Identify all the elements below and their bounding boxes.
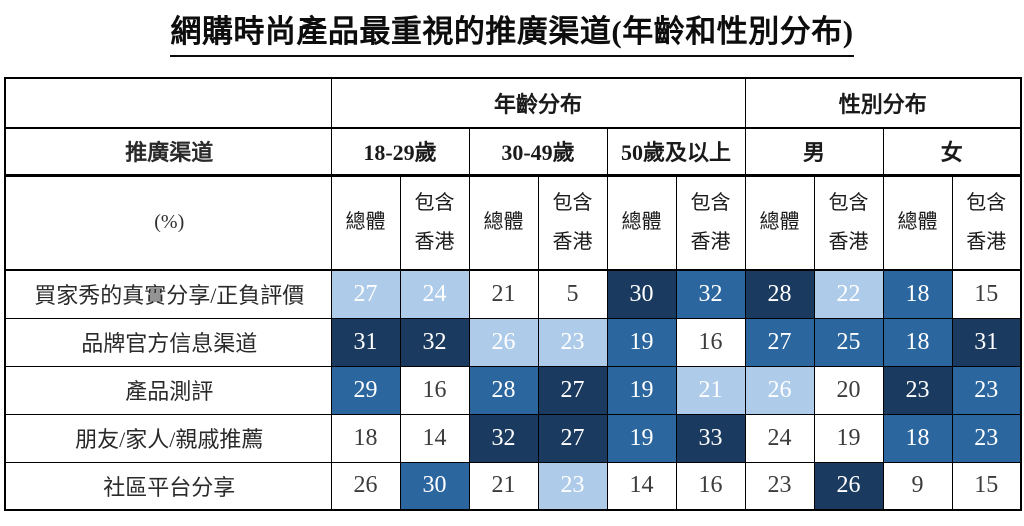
channel-column-header: 推廣渠道 xyxy=(4,127,332,177)
value-cell: 23 xyxy=(537,461,608,511)
value-cell: 19 xyxy=(606,365,677,415)
value-cell: 9 xyxy=(882,461,953,511)
age-group-header: 年齡分布 xyxy=(330,77,746,129)
value-cell: 19 xyxy=(606,413,677,463)
value-cell: 30 xyxy=(399,461,470,511)
value-cell: 16 xyxy=(675,317,746,367)
value-cell: 18 xyxy=(330,413,401,463)
value-cell: 18 xyxy=(882,317,953,367)
value-cell: 28 xyxy=(468,365,539,415)
incl-hk-label: 包含 香港 xyxy=(690,191,731,253)
value-cell: 27 xyxy=(330,269,401,319)
value-cell: 30 xyxy=(606,269,677,319)
col-header-incl-hk-2: 包含 香港 xyxy=(675,174,746,271)
title-area: 網購時尚產品最重視的推廣渠道(年齡和性別分布) xyxy=(0,0,1024,77)
table-row: 產品測評 29 16 28 27 19 21 26 20 23 23 xyxy=(4,365,1022,415)
value-cell: 16 xyxy=(399,365,470,415)
value-cell: 23 xyxy=(882,365,953,415)
table-row: 品牌官方信息渠道 31 32 26 23 19 16 27 25 18 31 xyxy=(4,317,1022,367)
value-cell: 19 xyxy=(606,317,677,367)
promotion-channel-table: 年齡分布 性別分布 推廣渠道 18-29歲 30-49歲 50歲及以上 男 女 … xyxy=(4,77,1023,511)
gender-group-header: 性別分布 xyxy=(744,77,1022,129)
row-label-1: 品牌官方信息渠道 xyxy=(4,317,332,367)
value-cell: 23 xyxy=(537,317,608,367)
table-row: 朋友/家人/親戚推薦 18 14 32 27 19 33 24 19 18 23 xyxy=(4,413,1022,463)
col-header-incl-hk-1: 包含 香港 xyxy=(537,174,608,271)
value-cell: 26 xyxy=(744,365,815,415)
value-cell: 18 xyxy=(882,269,953,319)
value-cell: 14 xyxy=(399,413,470,463)
col-header-total-3: 總體 xyxy=(744,174,815,271)
value-cell: 23 xyxy=(744,461,815,511)
value-cell: 19 xyxy=(813,413,884,463)
unit-label: (%) xyxy=(4,174,332,271)
age-50-plus-header: 50歲及以上 xyxy=(606,127,746,177)
value-cell: 14 xyxy=(606,461,677,511)
value-cell: 26 xyxy=(468,317,539,367)
value-cell: 15 xyxy=(951,461,1022,511)
value-cell: 23 xyxy=(951,413,1022,463)
value-cell: 29 xyxy=(330,365,401,415)
subgroup-header-row: 推廣渠道 18-29歲 30-49歲 50歲及以上 男 女 xyxy=(4,127,1022,177)
value-cell: 23 xyxy=(951,365,1022,415)
col-header-incl-hk-4: 包含 香港 xyxy=(951,174,1022,271)
value-cell: 16 xyxy=(675,461,746,511)
value-cell: 31 xyxy=(951,317,1022,367)
value-cell: 33 xyxy=(675,413,746,463)
value-cell: 21 xyxy=(468,461,539,511)
group-header-row: 年齡分布 性別分布 xyxy=(4,77,1022,129)
value-cell: 26 xyxy=(330,461,401,511)
value-cell: 22 xyxy=(813,269,884,319)
incl-hk-label: 包含 香港 xyxy=(552,191,593,253)
blank-corner-cell xyxy=(4,77,332,129)
page-title: 網購時尚產品最重視的推廣渠道(年齡和性別分布) xyxy=(170,13,854,57)
value-cell: 27 xyxy=(537,413,608,463)
value-cell: 24 xyxy=(399,269,470,319)
col-header-incl-hk-0: 包含 香港 xyxy=(399,174,470,271)
col-header-total-2: 總體 xyxy=(606,174,677,271)
incl-hk-label: 包含 香港 xyxy=(414,191,455,253)
value-cell: 31 xyxy=(330,317,401,367)
value-cell: 5 xyxy=(537,269,608,319)
value-cell: 32 xyxy=(675,269,746,319)
value-cell: 25 xyxy=(813,317,884,367)
col-header-incl-hk-3: 包含 香港 xyxy=(813,174,884,271)
value-cell: 24 xyxy=(744,413,815,463)
age-18-29-header: 18-29歲 xyxy=(330,127,470,177)
row-label-3: 朋友/家人/親戚推薦 xyxy=(4,413,332,463)
incl-hk-label: 包含 香港 xyxy=(828,191,869,253)
table-row: 社區平台分享 26 30 21 23 14 16 23 26 9 15 xyxy=(4,461,1022,511)
value-cell: 21 xyxy=(675,365,746,415)
row-label-2: 產品測評 xyxy=(4,365,332,415)
incl-hk-label: 包含 香港 xyxy=(966,191,1007,253)
measure-header-row: (%) 總體 包含 香港 總體 包含 香港 總體 包含 香港 總體 包含 香港 總體 包含 香港 xyxy=(4,174,1022,271)
row-label-0: 買家秀的真實分享/正負評價 xyxy=(4,269,332,319)
col-header-total-0: 總體 xyxy=(330,174,401,271)
col-header-total-1: 總體 xyxy=(468,174,539,271)
age-30-49-header: 30-49歲 xyxy=(468,127,608,177)
value-cell: 32 xyxy=(468,413,539,463)
value-cell: 26 xyxy=(813,461,884,511)
value-cell: 18 xyxy=(882,413,953,463)
row-label-4: 社區平台分享 xyxy=(4,461,332,511)
value-cell: 21 xyxy=(468,269,539,319)
value-cell: 15 xyxy=(951,269,1022,319)
value-cell: 20 xyxy=(813,365,884,415)
gender-female-header: 女 xyxy=(882,127,1022,177)
col-header-total-4: 總體 xyxy=(882,174,953,271)
value-cell: 27 xyxy=(744,317,815,367)
value-cell: 32 xyxy=(399,317,470,367)
value-cell: 28 xyxy=(744,269,815,319)
gender-male-header: 男 xyxy=(744,127,884,177)
table-row: 買家秀的真實分享/正負評價 27 24 21 5 30 32 28 22 18 15 xyxy=(4,269,1022,319)
value-cell: 27 xyxy=(537,365,608,415)
